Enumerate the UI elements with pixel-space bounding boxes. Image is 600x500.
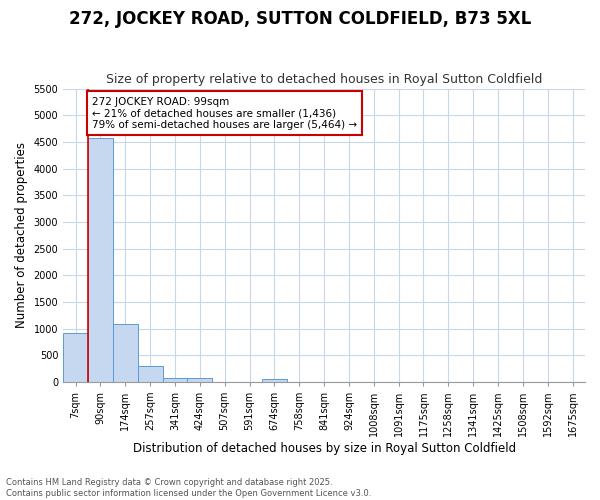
Bar bbox=[163, 378, 187, 382]
X-axis label: Distribution of detached houses by size in Royal Sutton Coldfield: Distribution of detached houses by size … bbox=[133, 442, 515, 455]
Bar bbox=[113, 324, 138, 382]
Text: 272, JOCKEY ROAD, SUTTON COLDFIELD, B73 5XL: 272, JOCKEY ROAD, SUTTON COLDFIELD, B73 … bbox=[69, 10, 531, 28]
Bar bbox=[138, 366, 163, 382]
Title: Size of property relative to detached houses in Royal Sutton Coldfield: Size of property relative to detached ho… bbox=[106, 73, 542, 86]
Bar bbox=[63, 333, 88, 382]
Bar bbox=[187, 378, 212, 382]
Bar bbox=[262, 379, 287, 382]
Y-axis label: Number of detached properties: Number of detached properties bbox=[15, 142, 28, 328]
Bar bbox=[88, 138, 113, 382]
Text: 272 JOCKEY ROAD: 99sqm
← 21% of detached houses are smaller (1,436)
79% of semi-: 272 JOCKEY ROAD: 99sqm ← 21% of detached… bbox=[92, 96, 357, 130]
Text: Contains HM Land Registry data © Crown copyright and database right 2025.
Contai: Contains HM Land Registry data © Crown c… bbox=[6, 478, 371, 498]
